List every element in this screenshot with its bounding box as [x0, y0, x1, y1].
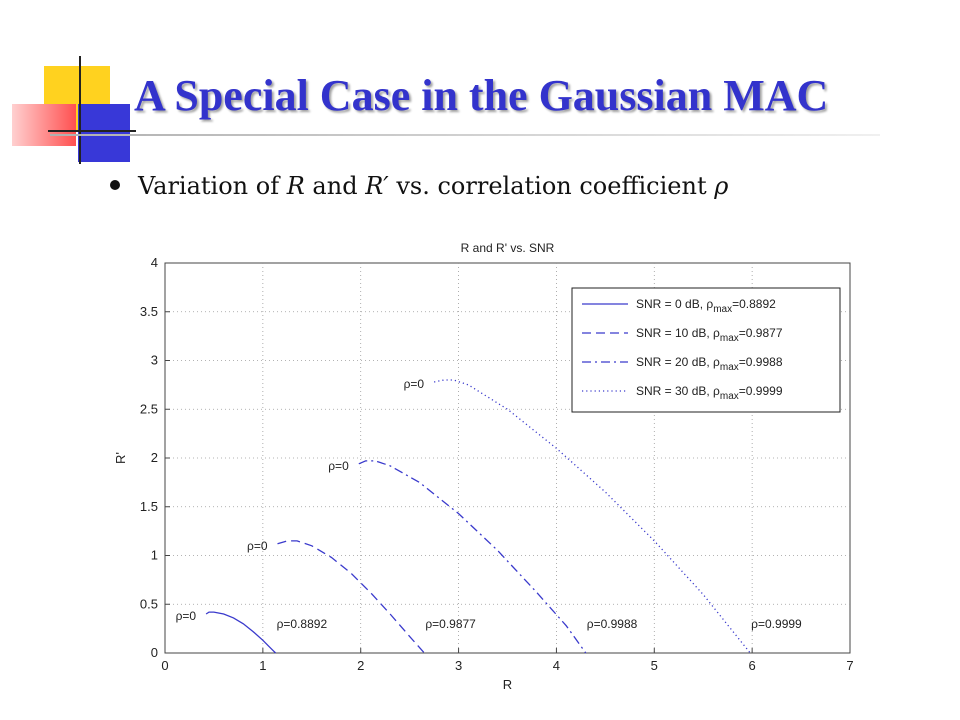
x-tick-label: 2 [357, 658, 364, 673]
slide-title: A Special Case in the Gaussian MAC [134, 71, 829, 120]
bullet-dot [110, 179, 120, 190]
legend-entry: SNR = 10 dB, ρmax=0.9877 [636, 326, 783, 344]
title-divider [50, 134, 880, 136]
x-tick-label: 1 [259, 658, 266, 673]
math-symbol-rho: ρ [714, 172, 729, 200]
y-tick-label: 3 [151, 353, 158, 368]
end-annotation: ρ=0.8892 [277, 617, 328, 631]
y-tick-label: 0 [151, 645, 158, 660]
line-chart: 0 1 2 3 4 5 6 7 0 0.5 1 1.5 2 2.5 3 3.5 4 R and R' vs. SN… [113, 241, 854, 692]
bullet-text: Variation of R and R′ vs. correlation co… [138, 172, 728, 200]
legend-entry: SNR = 20 dB, ρmax=0.9988 [636, 355, 783, 373]
math-symbol-r: R [286, 172, 305, 200]
series-line-3 [433, 379, 751, 654]
start-annotation: ρ=0 [404, 377, 425, 391]
deco-blue-block [78, 104, 130, 162]
bullet-text-part: vs. correlation coefficient [388, 172, 715, 200]
y-tick-label: 2 [151, 450, 158, 465]
series-line-2 [358, 460, 587, 654]
x-tick-label: 7 [846, 658, 853, 673]
x-tick-label: 4 [553, 658, 560, 673]
y-axis-label: R' [113, 452, 128, 464]
x-tick-label: 3 [455, 658, 462, 673]
end-annotation: ρ=0.9999 [751, 617, 802, 631]
series-line-1 [277, 540, 425, 654]
start-annotation: ρ=0 [247, 539, 268, 553]
end-annotation: ρ=0.9988 [587, 617, 638, 631]
end-annotation: ρ=0.9877 [425, 617, 476, 631]
x-tick-label: 0 [161, 658, 168, 673]
bullet-item: Variation of R and R′ vs. correlation co… [110, 172, 728, 200]
x-axis-label: R [503, 677, 512, 692]
x-tick-label: 5 [651, 658, 658, 673]
chart-title: R and R' vs. SNR [461, 241, 555, 255]
deco-vertical-line [79, 56, 81, 164]
start-annotation: ρ=0 [328, 459, 349, 473]
series-line-0 [205, 611, 277, 654]
y-tick-label: 3.5 [140, 304, 158, 319]
legend-entry: SNR = 30 dB, ρmax=0.9999 [636, 384, 783, 402]
deco-red-block [12, 104, 76, 146]
bullet-text-part: Variation of [138, 172, 287, 200]
start-annotation: ρ=0 [176, 609, 197, 623]
y-tick-label: 1.5 [140, 499, 158, 514]
y-tick-label: 2.5 [140, 401, 158, 416]
deco-horizontal-line [48, 130, 136, 132]
y-tick-label: 4 [151, 255, 158, 270]
math-symbol-r-prime: R′ [365, 172, 389, 200]
bullet-text-part: and [304, 172, 366, 200]
legend-entry: SNR = 0 dB, ρmax=0.8892 [636, 297, 776, 315]
x-tick-label: 6 [749, 658, 756, 673]
y-tick-label: 0.5 [140, 596, 158, 611]
y-tick-label: 1 [151, 548, 158, 563]
